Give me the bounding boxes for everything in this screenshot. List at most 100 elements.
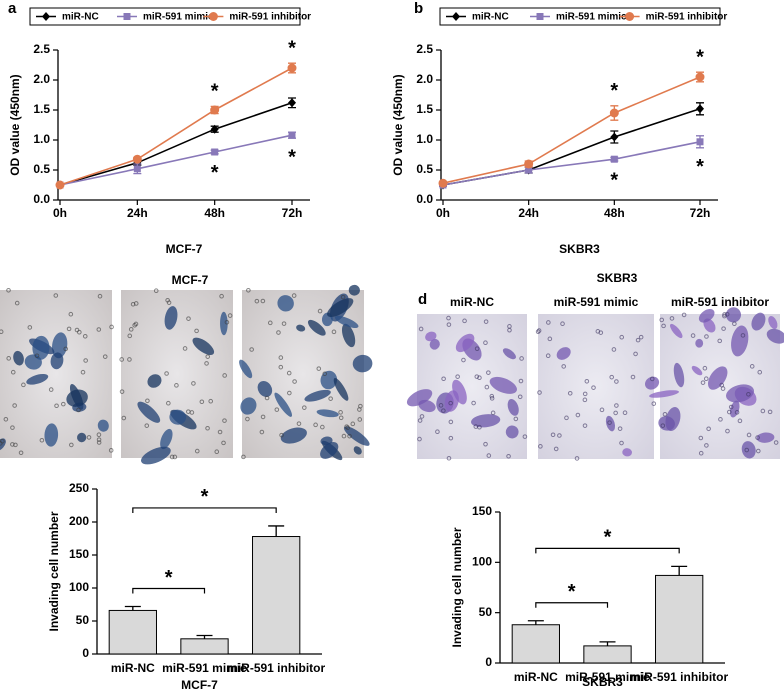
pore [189,410,195,415]
pore [659,317,665,323]
pore [182,346,188,351]
series-line [442,76,701,184]
pore [27,325,33,330]
pore [582,391,588,397]
pore [61,401,66,407]
pore [609,374,615,380]
pore [74,327,80,333]
stained-cell [645,376,660,390]
pore [186,316,191,321]
stained-cell [66,389,88,407]
pore [302,405,307,410]
pore [145,398,150,404]
stained-cell [352,354,373,373]
pore [446,315,451,321]
significance-marker: * [288,146,296,168]
pore [773,440,779,445]
pore [10,425,15,430]
pore [63,346,69,352]
pore [630,374,636,380]
pore [720,386,726,391]
significance-bracket [132,587,206,594]
significance-bracket [132,507,277,513]
legend-label: miR-591 inhibitor [229,12,311,23]
pore [582,397,588,403]
pore [557,433,562,438]
pore [6,356,12,361]
significance-marker: * [211,81,219,103]
significance-marker: * [610,169,618,191]
stained-cell [455,333,475,353]
pore [477,424,482,430]
pore [169,454,175,460]
pore [732,321,737,327]
pore [291,293,297,298]
marker [288,98,296,108]
stained-cell [751,312,766,331]
micrograph [535,314,660,461]
pore [350,421,356,427]
pore [10,442,15,447]
error-bar [268,525,285,537]
pore [267,320,273,326]
significance-marker: * [696,156,704,178]
marker [211,148,219,156]
error-bar [671,565,688,576]
pore [517,394,523,400]
pore [18,450,24,456]
stained-cell [327,298,354,318]
legend-label: miR-591 inhibitor [646,12,728,23]
pore [278,364,284,370]
stained-cell [673,362,685,388]
x-axis-label: MCF-7 [166,242,203,256]
pore [322,371,328,377]
pore [127,333,133,339]
pore [607,420,612,425]
pore [21,382,26,388]
pore [259,429,265,435]
pore [96,432,102,438]
pore [595,329,601,334]
significance-marker: * [604,527,612,549]
y-tick-label: 50 [76,613,90,627]
x-tick-label: 24h [518,206,539,220]
marker [696,104,704,114]
stained-cell [766,328,784,344]
micrograph-title: MCF-7 [172,273,209,287]
pore [254,298,260,304]
x-tick-label: miR-NC [514,670,558,684]
stained-cell [333,377,349,401]
marker [287,63,297,73]
pore [172,454,178,460]
micrograph-label: miR-591 mimic [554,295,639,309]
series-line [442,141,701,186]
x-tick-label: 48h [604,206,625,220]
pore [224,319,230,325]
pore [519,356,524,361]
pore [474,374,480,379]
pore [39,437,45,443]
pore [614,379,619,384]
stained-cell [731,325,749,357]
legend-label: miR-NC [472,12,509,23]
pore [483,319,489,324]
marker [696,138,704,146]
pore [108,448,114,453]
pore [522,434,528,439]
marker [452,12,460,21]
marker [524,159,534,169]
pore [48,387,54,392]
pore [66,326,72,332]
pore [96,440,102,445]
stained-cell [147,374,162,388]
pore [660,423,666,428]
pore [613,410,618,416]
pore [507,327,512,333]
stained-cell [353,446,362,455]
stained-cell [471,414,501,428]
pore [246,287,251,293]
bar [655,574,704,664]
stained-cell [726,384,755,403]
stained-cell [280,427,307,444]
